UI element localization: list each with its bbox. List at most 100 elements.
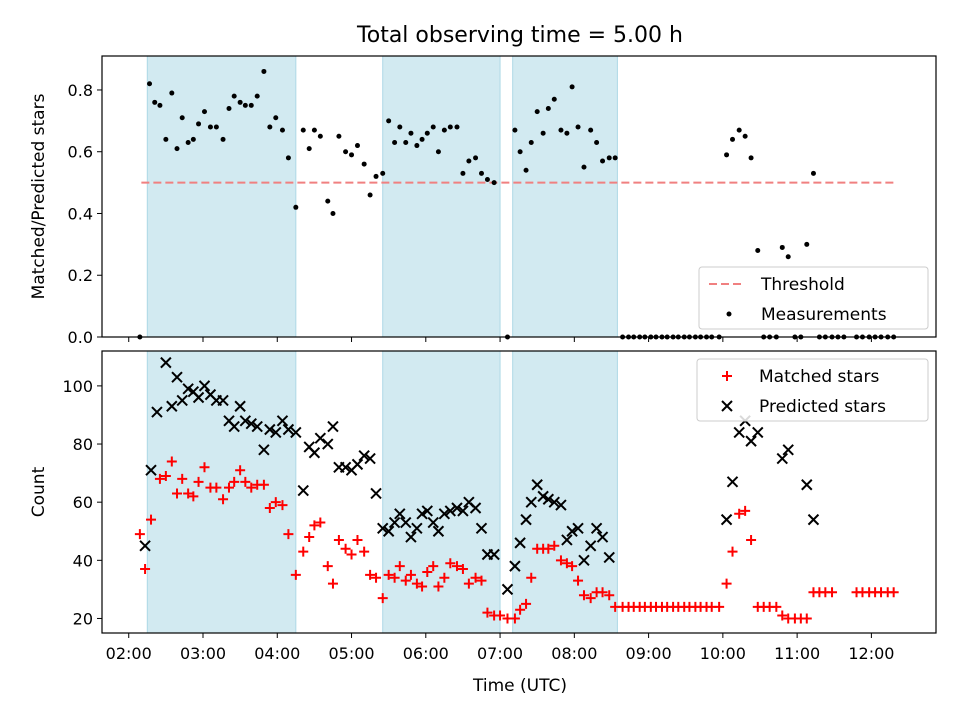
matched-stars-marker — [377, 593, 388, 604]
predicted-stars-marker — [264, 423, 276, 436]
measurements-marker — [466, 158, 472, 164]
measurements-marker — [213, 124, 219, 130]
matched-stars-marker — [223, 482, 234, 493]
predicted-stars-marker — [416, 508, 428, 520]
matched-stars-marker — [585, 593, 596, 604]
matched-stars-marker — [445, 558, 456, 569]
matched-stars-marker — [304, 532, 315, 543]
matched-stars-marker — [389, 572, 400, 583]
predicted-stars-marker — [752, 426, 764, 439]
matched-stars-marker — [451, 561, 462, 572]
y-tick-label: 60 — [73, 493, 93, 512]
measurements-marker — [367, 192, 373, 198]
matched-stars-marker — [177, 473, 188, 484]
measurements-marker — [512, 127, 518, 133]
measurements-marker — [169, 90, 175, 96]
predicted-stars-marker — [488, 548, 500, 561]
x-tick-label: 11:00 — [774, 644, 820, 663]
matched-stars-marker — [433, 581, 444, 592]
matched-stars-marker — [235, 465, 246, 476]
measurements-marker — [441, 127, 447, 133]
matched-stars-marker — [746, 534, 757, 545]
matched-stars-marker — [146, 514, 157, 525]
matched-stars-marker — [346, 549, 357, 560]
measurements-marker — [478, 170, 484, 176]
matched-stars-marker — [405, 569, 416, 580]
y-tick-label: 0.6 — [68, 143, 93, 162]
measurements-marker — [804, 241, 810, 247]
measurements-marker — [163, 136, 169, 142]
measurements-marker — [517, 149, 523, 155]
matched-stars-marker — [521, 598, 532, 609]
predicted-stars-marker — [537, 490, 549, 503]
predicted-stars-marker — [542, 493, 555, 505]
matched-stars-marker — [270, 497, 281, 508]
x-tick-label: 10:00 — [700, 644, 746, 663]
y-tick-label: 80 — [73, 435, 93, 454]
y-tick-label: 0.2 — [68, 266, 93, 285]
predicted-stars-marker — [548, 496, 560, 508]
predicted-stars-marker — [239, 415, 252, 427]
measurements-marker — [190, 136, 196, 142]
measurements-marker — [594, 139, 600, 145]
matched-stars-marker — [211, 482, 222, 493]
measurements-marker — [349, 152, 355, 158]
measurements-marker — [317, 133, 323, 139]
predicted-stars-marker — [501, 583, 514, 596]
predicted-stars-marker — [290, 426, 302, 439]
matched-stars-marker — [740, 505, 751, 516]
predicted-stars-marker — [432, 525, 445, 537]
matched-stars-marker — [515, 604, 526, 615]
matched-stars-marker — [365, 569, 376, 580]
measurements-marker — [174, 146, 180, 152]
measurements-marker — [484, 177, 490, 183]
matched-stars-marker — [298, 546, 309, 557]
predicted-stars-marker — [525, 496, 537, 508]
measurements-marker — [343, 149, 349, 155]
measurements-marker — [454, 124, 460, 130]
x-axis-label: Time (UTC) — [472, 676, 567, 696]
predicted-stars-marker — [297, 484, 309, 497]
predicted-stars-marker — [584, 540, 597, 552]
matched-stars-marker — [394, 561, 405, 572]
measurements-marker — [392, 139, 398, 145]
measurements-marker — [179, 115, 185, 121]
predicted-stars-marker — [405, 531, 417, 543]
measurements-marker — [226, 105, 232, 111]
measurements-marker — [575, 124, 581, 130]
measurements-marker — [414, 143, 420, 149]
matched-stars-marker — [258, 479, 269, 490]
y-tick-label: 0.8 — [68, 81, 93, 100]
matched-stars-marker — [229, 476, 240, 487]
matched-stars-marker — [549, 540, 560, 551]
measurements-marker — [419, 136, 425, 142]
measurements-marker — [306, 146, 312, 152]
y-tick-label: 0.0 — [68, 328, 93, 347]
matched-stars-marker — [246, 482, 257, 493]
x-tick-label: 04:00 — [254, 644, 300, 663]
matched-stars-marker — [727, 546, 738, 557]
predicted-stars-marker — [166, 400, 178, 412]
predicted-stars-marker — [192, 391, 205, 404]
matched-stars-marker — [714, 601, 725, 612]
legend-swatch — [721, 400, 733, 412]
predicted-stars-marker — [282, 423, 295, 436]
matched-stars-marker — [140, 564, 151, 575]
measurements-marker — [736, 127, 742, 133]
x-tick-label: 03:00 — [180, 644, 226, 663]
matched-stars-marker — [578, 590, 589, 601]
matched-stars-marker — [199, 462, 210, 473]
matched-stars-marker — [327, 578, 338, 589]
predicted-stars-marker — [377, 522, 389, 535]
matched-stars-marker — [509, 613, 520, 624]
predicted-stars-marker — [182, 383, 194, 395]
measurements-marker — [424, 130, 430, 136]
matched-stars-marker — [597, 587, 608, 598]
matched-stars-marker — [134, 529, 145, 540]
measurements-marker — [207, 124, 213, 130]
matched-stars-marker — [561, 558, 572, 569]
matched-stars-marker — [555, 555, 566, 566]
legend-swatch — [722, 371, 732, 381]
measurements-marker — [460, 170, 466, 176]
